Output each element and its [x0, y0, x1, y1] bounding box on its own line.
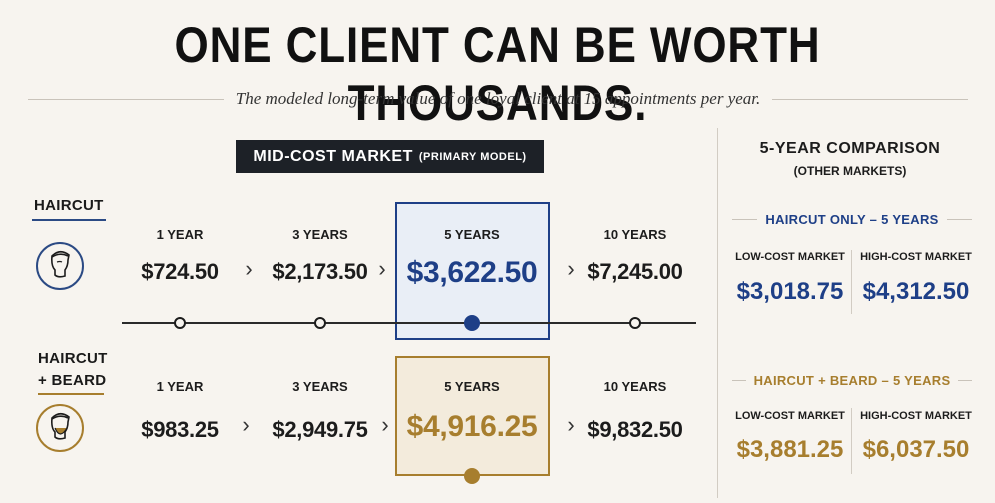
timeline-dot-active [464, 468, 480, 484]
section-heading-beard: HAIRCUT + BEARD – 5 YEARS [732, 373, 973, 388]
bearded-man-profile-icon [36, 404, 84, 452]
chevron-right-icon: › [378, 256, 386, 281]
section-divider [717, 128, 718, 498]
subtitle-row: The modeled long-term value of one loyal… [28, 88, 969, 110]
highlight-box-beard-5yr [395, 356, 550, 476]
period-label: 3 YEARS [292, 227, 348, 242]
badge-sub-text: (PRIMARY MODEL) [418, 150, 527, 163]
label-underline [38, 393, 104, 395]
period-label: 3 YEARS [292, 379, 348, 394]
row-label-haircut-beard-1: HAIRCUT [38, 350, 108, 367]
market-value: $6,037.50 [862, 436, 970, 463]
page-subtitle: The modeled long-term value of one loyal… [235, 89, 761, 108]
chevron-right-icon: › [567, 412, 575, 437]
market-value: $4,312.50 [862, 278, 970, 305]
chevron-right-icon: › [381, 412, 389, 437]
period-value: $724.50 [141, 259, 219, 284]
period-value: $2,949.75 [272, 417, 368, 442]
period-label: 10 YEARS [603, 379, 667, 394]
timeline-dot [314, 317, 326, 329]
market-label: HIGH-COST MARKET [860, 251, 972, 263]
period-value-highlight: $3,622.50 [406, 256, 538, 289]
period-label: 1 YEAR [156, 379, 204, 394]
row-label-haircut: HAIRCUT [34, 197, 104, 214]
page-title: ONE CLIENT CAN BE WORTH THOUSANDS. [174, 17, 821, 131]
section-heading-text: HAIRCUT + BEARD – 5 YEARS [753, 373, 951, 388]
period-value: $2,173.50 [272, 259, 368, 284]
period-value-highlight: $4,916.25 [406, 410, 538, 443]
comparison-title: 5-YEAR COMPARISON [759, 140, 941, 157]
chevron-right-icon: › [245, 256, 253, 281]
period-label: 5 YEARS [444, 379, 500, 394]
column-separator [851, 250, 852, 314]
comparison-subtitle: (OTHER MARKETS) [793, 164, 907, 178]
label-underline [32, 219, 106, 221]
period-value: $9,832.50 [587, 417, 683, 442]
chevron-right-icon: › [242, 412, 250, 437]
period-label: 1 YEAR [156, 227, 204, 242]
man-profile-icon [36, 242, 84, 290]
row-label-haircut-beard-2: + BEARD [38, 372, 107, 389]
chevron-right-icon: › [567, 256, 575, 281]
market-label: LOW-COST MARKET [735, 251, 845, 263]
divider [958, 380, 973, 381]
period-value: $983.25 [141, 417, 219, 442]
period-label: 10 YEARS [603, 227, 667, 242]
divider [732, 380, 746, 381]
divider [28, 98, 224, 100]
column-separator [851, 408, 852, 474]
timeline-dot [629, 317, 641, 329]
section-heading-haircut: HAIRCUT ONLY – 5 YEARS [732, 212, 972, 227]
period-value: $7,245.00 [587, 259, 683, 284]
divider [772, 98, 969, 100]
divider [946, 219, 972, 220]
market-label: LOW-COST MARKET [735, 410, 845, 422]
market-badge: MID-COST MARKET (PRIMARY MODEL) [236, 140, 544, 173]
market-value: $3,881.25 [736, 436, 844, 463]
timeline-line [122, 322, 696, 324]
market-label: HIGH-COST MARKET [860, 410, 972, 422]
badge-main-text: MID-COST MARKET [253, 147, 413, 165]
section-heading-text: HAIRCUT ONLY – 5 YEARS [765, 212, 939, 227]
market-value: $3,018.75 [736, 278, 844, 305]
divider [732, 219, 758, 220]
period-label: 5 YEARS [444, 227, 500, 242]
timeline-dot-active [464, 315, 480, 331]
timeline-dot [174, 317, 186, 329]
